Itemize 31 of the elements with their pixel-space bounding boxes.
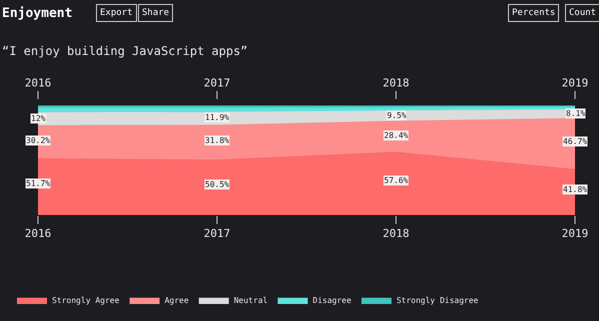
text: Count	[569, 8, 596, 18]
data-label: 8.1%	[566, 109, 586, 118]
data-label: 50.5%	[205, 180, 230, 189]
text: Percents	[512, 8, 556, 18]
chart-subtitle: “I enjoy building JavaScript apps”	[2, 44, 248, 58]
data-label: 41.8%	[563, 185, 588, 194]
data-label: 28.4%	[384, 131, 408, 140]
x2-tick-label: 2019	[562, 76, 588, 90]
data-label: 31.8%	[205, 136, 230, 145]
text: Share	[142, 8, 170, 18]
x2-tick-label: 2016	[24, 76, 52, 90]
data-label: 9.5%	[387, 111, 406, 120]
legend-label: Strongly Disagree	[396, 296, 479, 306]
x-tick-label: 2016	[24, 227, 52, 240]
legend-label: Strongly Agree	[52, 296, 120, 306]
x-tick-label: 2019	[562, 227, 588, 240]
data-label: 12%	[31, 114, 46, 123]
data-label: 11.9%	[205, 113, 230, 122]
data-label: 57.6%	[384, 176, 408, 185]
chart-title: Enjoyment	[2, 6, 72, 21]
legend-label: Disagree	[312, 296, 352, 306]
data-label: 46.7%	[563, 137, 588, 146]
data-label: 51.7%	[26, 179, 50, 188]
data-label: 30.2%	[26, 136, 50, 145]
legend-label: Agree	[164, 296, 189, 306]
text: Export	[100, 8, 133, 18]
x2-tick-label: 2018	[382, 76, 410, 90]
x2-tick-label: 2017	[204, 76, 230, 90]
legend-label: Neutral	[234, 296, 268, 306]
x-tick-label: 2017	[204, 227, 230, 240]
x-tick-label: 2018	[382, 227, 410, 240]
